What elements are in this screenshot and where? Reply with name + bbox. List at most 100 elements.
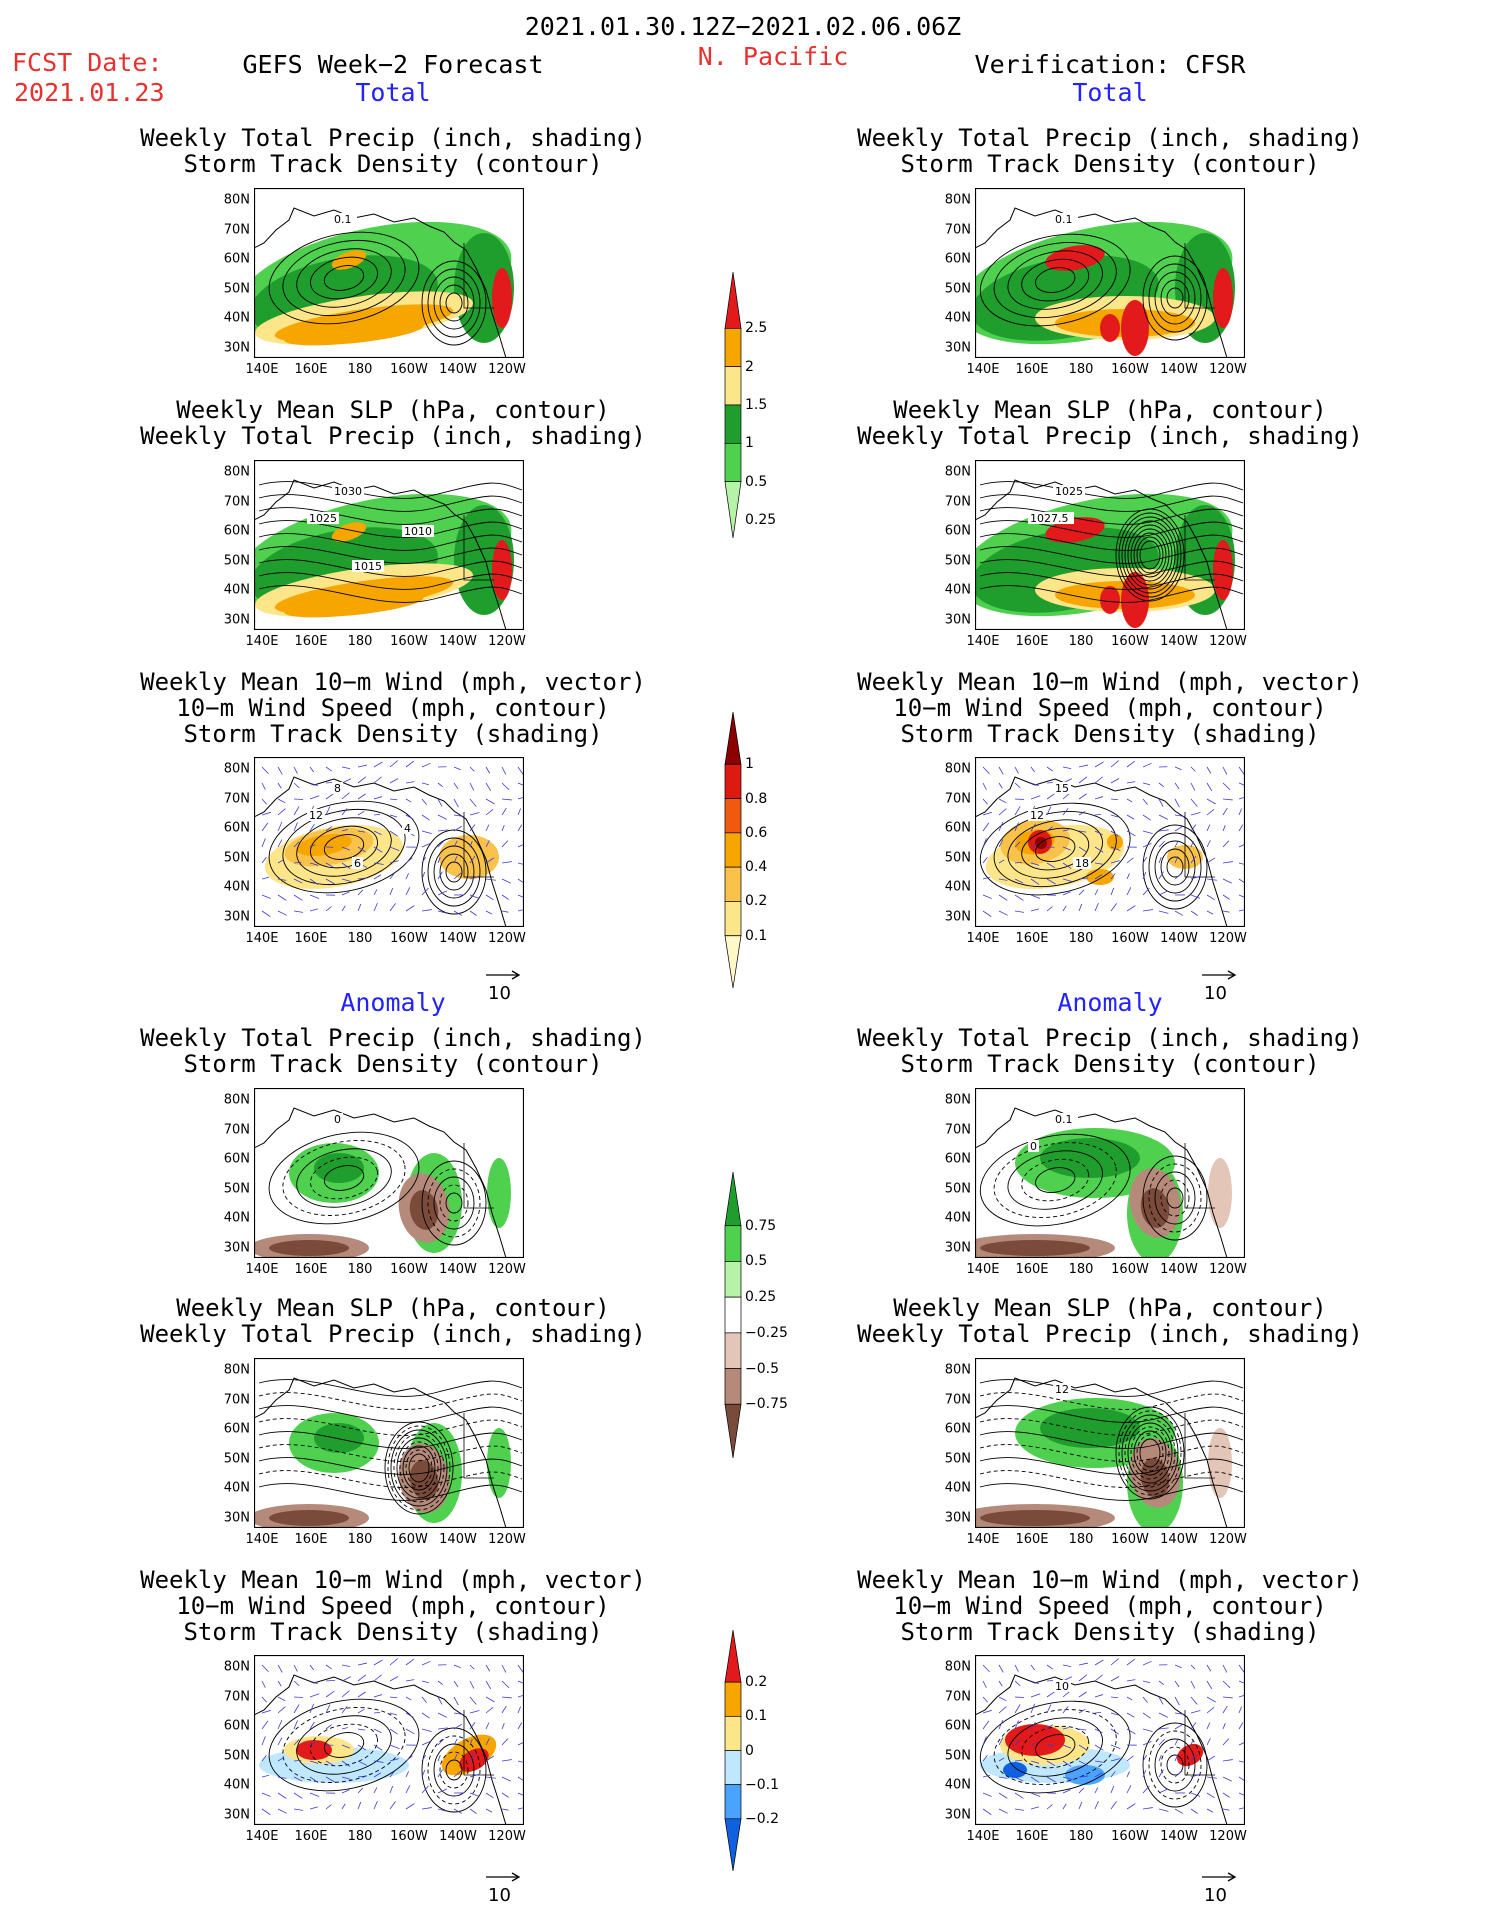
- longitude-tick-label: 120W: [1209, 1829, 1247, 1844]
- latitude-tick-label: 80N: [223, 192, 250, 208]
- latitude-tick-label: 50N: [944, 553, 971, 568]
- latitude-tick-label: 40N: [223, 582, 250, 598]
- latitude-tick-label: 80N: [944, 761, 971, 777]
- latitude-tick-label: 30N: [944, 340, 971, 355]
- latitude-tick-label: 60N: [223, 1151, 250, 1167]
- colorbar-tick-label: 1: [745, 435, 754, 452]
- latitude-tick-label: 30N: [223, 1807, 250, 1822]
- colorbar-tick-label: 0: [745, 1742, 754, 1759]
- contour-label: 0.1: [334, 213, 352, 226]
- latitude-tick-label: 60N: [944, 523, 971, 539]
- section-total-right: Total: [1072, 78, 1148, 107]
- latitude-tick-label: 30N: [223, 1240, 250, 1255]
- longitude-tick-label: 180: [347, 1829, 373, 1844]
- latitude-tick-label: 40N: [944, 1777, 971, 1793]
- contour-label: 1030: [334, 485, 362, 498]
- longitude-tick-label: 140E: [245, 1532, 279, 1547]
- map-panel-fc-1: 0.1: [254, 188, 524, 358]
- panel-title-ob-4-line1: Weekly Total Precip (inch, shading): [857, 1024, 1363, 1052]
- panel-title-ob-2-line2: Weekly Total Precip (inch, shading): [857, 422, 1363, 450]
- map-panel-fc-2: 1030 1025 1015 1010: [254, 460, 524, 630]
- latitude-tick-label: 50N: [944, 850, 971, 865]
- map-plot: [254, 1358, 524, 1528]
- panel-title-fc-2-line1: Weekly Mean SLP (hPa, contour): [176, 396, 610, 424]
- map-plot: [254, 1655, 524, 1825]
- latitude-tick-label: 60N: [944, 1151, 971, 1167]
- date-range-title: 2021.01.30.12Z−2021.02.06.06Z: [524, 12, 962, 41]
- latitude-tick-label: 70N: [944, 1122, 971, 1137]
- longitude-tick-label: 120W: [1209, 1532, 1247, 1547]
- contour-label: 0: [1030, 1140, 1037, 1153]
- latitude-tick-label: 60N: [944, 1421, 971, 1437]
- panel-title-fc-3-line1: Weekly Mean 10−m Wind (mph, vector): [140, 668, 646, 696]
- latitude-tick-label: 30N: [944, 1510, 971, 1525]
- map-plot: 15 12 18: [975, 757, 1245, 927]
- latitude-tick-label: 30N: [223, 909, 250, 924]
- longitude-tick-label: 140E: [245, 362, 279, 377]
- latitude-tick-label: 40N: [944, 582, 971, 598]
- contour-label: 0.1: [1055, 1113, 1073, 1126]
- panel-title-fc-5-line2: Weekly Total Precip (inch, shading): [140, 1320, 646, 1348]
- latitude-tick-label: 80N: [944, 192, 971, 208]
- latitude-tick-label: 80N: [944, 464, 971, 480]
- contour-label: 12: [1055, 1383, 1069, 1396]
- latitude-tick-label: 30N: [223, 340, 250, 355]
- contour-label: 12: [1030, 809, 1044, 822]
- latitude-tick-label: 50N: [944, 1748, 971, 1763]
- latitude-tick-label: 40N: [223, 1777, 250, 1793]
- longitude-tick-label: 160W: [1111, 931, 1149, 946]
- longitude-tick-label: 160W: [390, 362, 428, 377]
- contour-label: 0.1: [1055, 213, 1073, 226]
- latitude-tick-label: 30N: [944, 612, 971, 627]
- latitude-tick-label: 80N: [223, 1362, 250, 1378]
- latitude-tick-label: 70N: [223, 791, 250, 806]
- latitude-tick-label: 50N: [223, 850, 250, 865]
- contour-label: 12: [309, 809, 323, 822]
- colorbar-tick-label: −0.5: [745, 1360, 779, 1377]
- colorbar-tick-label: 0.75: [745, 1217, 777, 1234]
- longitude-tick-label: 160E: [1015, 1532, 1049, 1547]
- longitude-tick-label: 160W: [390, 931, 428, 946]
- longitude-tick-label: 120W: [1209, 634, 1247, 649]
- colorbar-total-precip: 2.5 2 1.5 1 0.5 0.25: [723, 270, 776, 544]
- colorbar-tick-label: 0.4: [745, 859, 768, 876]
- colorbar-tick-label: 0.2: [745, 893, 768, 910]
- latitude-tick-label: 80N: [944, 1362, 971, 1378]
- latitude-tick-label: 50N: [944, 1451, 971, 1466]
- map-plot: 10: [975, 1655, 1245, 1825]
- longitude-tick-label: 140E: [966, 931, 1000, 946]
- panel-title-fc-3-line3: Storm Track Density (shading): [183, 720, 603, 748]
- latitude-tick-label: 80N: [944, 1092, 971, 1108]
- longitude-tick-label: 160W: [1111, 1829, 1149, 1844]
- latitude-tick-label: 70N: [944, 1689, 971, 1704]
- latitude-tick-label: 70N: [223, 1122, 250, 1137]
- panel-title-ob-6-line3: Storm Track Density (shading): [900, 1618, 1320, 1646]
- latitude-tick-label: 40N: [944, 1210, 971, 1226]
- longitude-tick-label: 180: [1068, 362, 1094, 377]
- colorbar-tick-label: 1: [745, 756, 754, 773]
- longitude-tick-label: 120W: [488, 1829, 526, 1844]
- map-panel-ob-2: 1025 1027.5: [975, 460, 1245, 630]
- longitude-tick-label: 180: [347, 634, 373, 649]
- section-anomaly-left: Anomaly: [340, 988, 446, 1017]
- latitude-tick-label: 60N: [223, 820, 250, 836]
- longitude-tick-label: 160E: [1015, 362, 1049, 377]
- latitude-tick-label: 30N: [944, 909, 971, 924]
- contour-label: 4: [404, 822, 411, 835]
- colorbar-tick-label: 0.6: [745, 824, 768, 841]
- latitude-tick-label: 40N: [944, 879, 971, 895]
- map-panel-fc-6: [254, 1655, 524, 1825]
- contour-label: 1010: [404, 525, 432, 538]
- colorbar-tick-label: −0.1: [745, 1776, 779, 1793]
- panel-title-fc-3-line2: 10−m Wind Speed (mph, contour): [176, 694, 610, 722]
- forecast-column-title: GEFS Week−2 Forecast: [242, 50, 544, 79]
- contour-label: 0: [334, 1113, 341, 1126]
- longitude-tick-label: 160E: [294, 931, 328, 946]
- longitude-tick-label: 140W: [439, 1262, 477, 1277]
- latitude-tick-label: 60N: [944, 1718, 971, 1734]
- panel-title-ob-5-line1: Weekly Mean SLP (hPa, contour): [893, 1294, 1327, 1322]
- longitude-tick-label: 180: [1068, 1829, 1094, 1844]
- latitude-tick-label: 70N: [944, 791, 971, 806]
- longitude-tick-label: 120W: [1209, 1262, 1247, 1277]
- latitude-tick-label: 60N: [223, 1718, 250, 1734]
